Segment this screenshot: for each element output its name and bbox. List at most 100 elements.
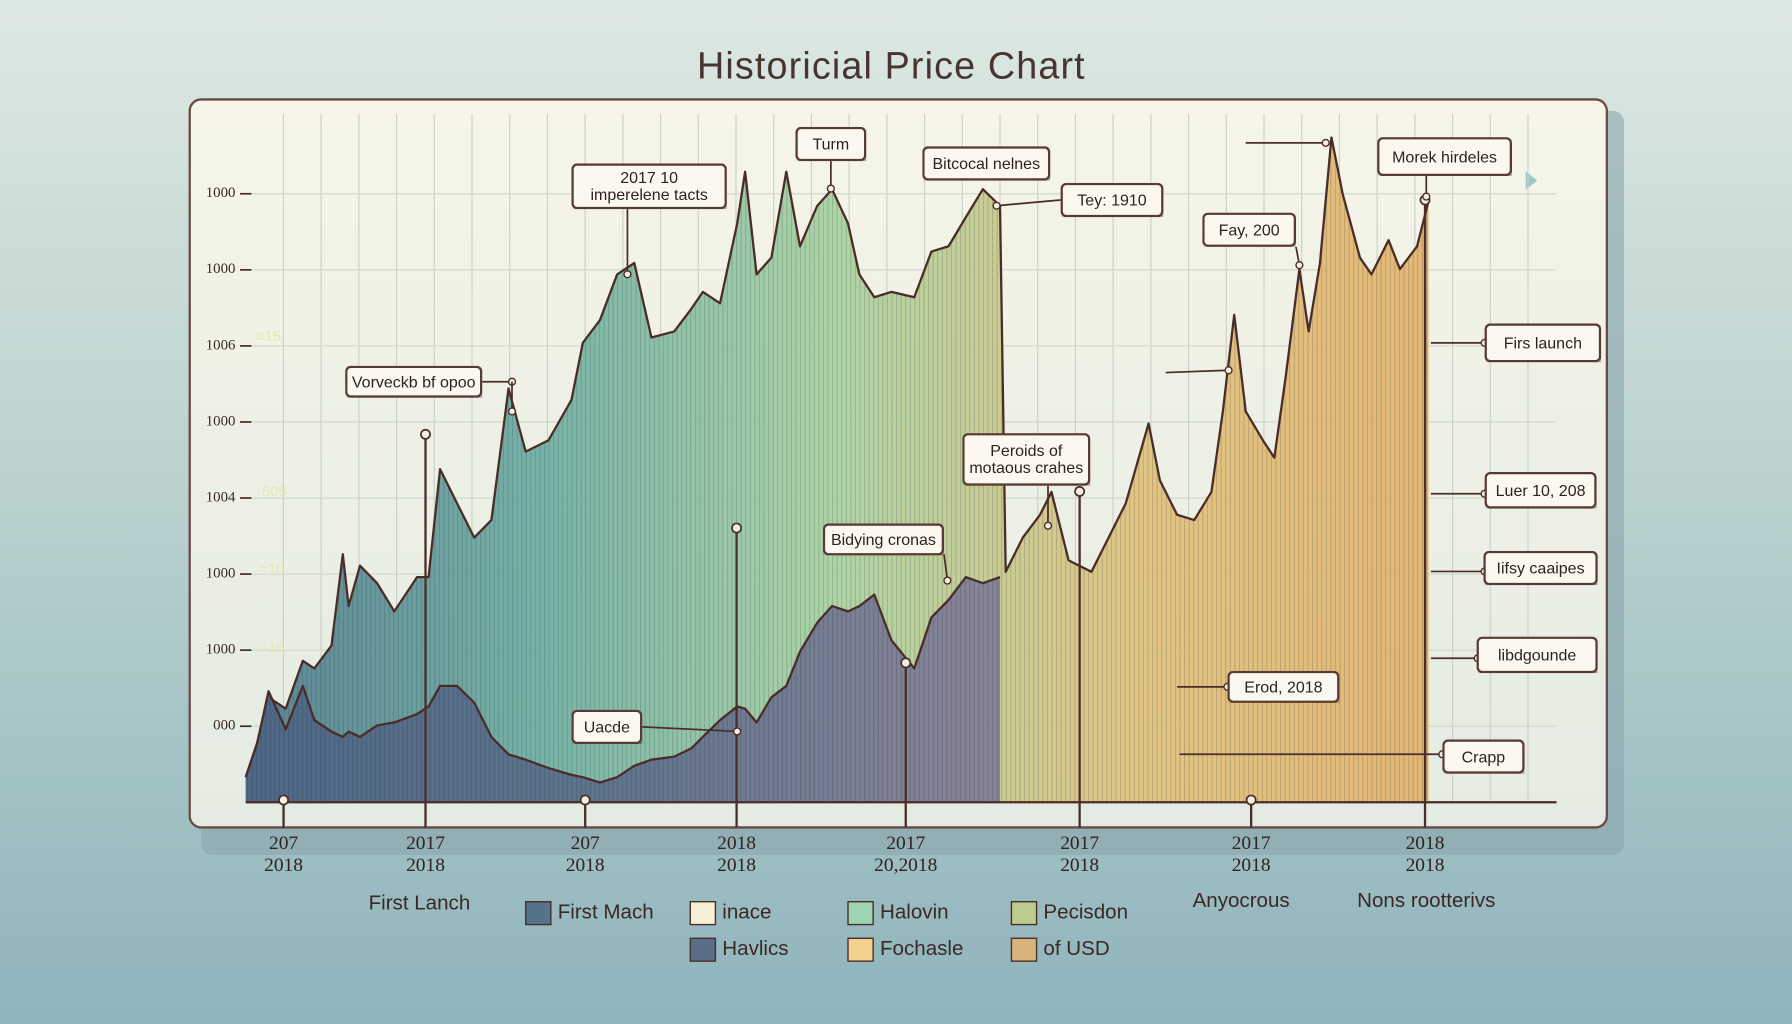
leader-dot <box>1422 192 1431 201</box>
leader-line <box>943 554 949 581</box>
x-tick-dot <box>579 794 591 806</box>
legend-swatch <box>1010 901 1038 926</box>
leader-line <box>642 726 738 733</box>
annotation-box: Bitcocal nelnes <box>922 146 1051 181</box>
annotation-box: Vorveckb bf opoo <box>345 365 483 398</box>
annotation: Bitcocal nelnes <box>922 146 1051 181</box>
annotation: Erod, 2018 <box>1227 670 1340 703</box>
y-tick-label: 1000 <box>206 413 236 429</box>
footer-label: First Lanch <box>369 891 471 914</box>
leader-dot <box>507 407 517 416</box>
annotation-box: Crapp <box>1442 739 1525 774</box>
x-tick-label-box: 2017 2018 <box>1060 832 1100 876</box>
x-tick-label-box: 207 2018 <box>264 832 303 876</box>
x-tick-label: 2017 2018 <box>406 832 445 876</box>
x-tick-dot <box>731 522 743 534</box>
x-tick-label-box: 2017 20,2018 <box>874 832 938 876</box>
side-label: ≈15 <box>260 640 285 656</box>
annotation: Bidying cronas <box>822 523 944 556</box>
legend-label: Pecisdon <box>1043 901 1128 924</box>
legend-label: First Mach <box>558 901 654 924</box>
x-tick-dot <box>1074 485 1086 497</box>
x-tick-dot <box>1245 794 1257 806</box>
leader-dot <box>1321 138 1330 147</box>
annotation-box: Morek hirdeles <box>1377 137 1512 176</box>
x-tick-label: 2017 20,2018 <box>874 832 938 876</box>
x-tick-dot <box>900 657 912 669</box>
annotation-box: Firs launch <box>1484 323 1602 363</box>
x-tick-label-box: 2017 2018 <box>406 832 445 876</box>
leader-dot <box>623 270 632 279</box>
chart-title: Historicial Price Chart <box>697 45 1086 87</box>
leader-dot <box>1295 261 1304 270</box>
annotation: 2017 10 imperelene tacts <box>571 163 727 210</box>
y-tick-label: 1004 <box>206 489 236 505</box>
annotation-box: Uacde <box>571 709 643 744</box>
annotation: Morek hirdeles <box>1377 137 1512 176</box>
y-tick-label: 1000 <box>206 642 236 658</box>
footer-label: Nons rootterivs <box>1357 889 1495 912</box>
y-tick-label: 000 <box>213 718 235 734</box>
x-tick-label-box: 2018 2018 <box>1405 832 1445 876</box>
legend-swatch <box>689 901 717 926</box>
x-tick-label-box: 207 2018 <box>565 832 605 876</box>
annotation: Firs launch <box>1484 323 1602 363</box>
x-tick-label: 2017 2018 <box>1060 832 1100 876</box>
legend-label: Fochasle <box>880 937 963 960</box>
x-tick-label-box: 2018 2018 <box>717 832 757 876</box>
annotation: libdgounde <box>1476 636 1598 674</box>
legend-swatch <box>847 901 874 926</box>
legend-label: inace <box>722 901 771 924</box>
y-tick-label: 1000 <box>206 261 236 277</box>
y-tick-label: 1006 <box>206 337 236 353</box>
annotation-box: Bidying cronas <box>822 523 944 556</box>
annotation-box: Luer 10, 208 <box>1484 472 1597 509</box>
x-tick-label: 207 2018 <box>565 832 605 876</box>
footer-label: Anyocrous <box>1193 889 1290 912</box>
leader-dot <box>943 576 952 585</box>
annotation: Uacde <box>571 709 643 744</box>
leader-dot <box>1043 521 1053 530</box>
y-tick-label: 1000 <box>206 185 236 201</box>
legend-label: of USD <box>1043 937 1109 960</box>
legend-label: Havlics <box>722 937 788 960</box>
annotation-box: Peroids of motaous crahes <box>962 433 1091 486</box>
x-tick-label: 2018 2018 <box>1405 832 1445 876</box>
annotation-box: Tey: 1910 <box>1060 182 1164 218</box>
legend-swatch <box>689 937 717 962</box>
annotation-box: Fay, 200 <box>1202 212 1296 247</box>
side-label: ≈10 <box>260 562 285 578</box>
x-tick-dot <box>278 794 289 806</box>
legend-swatch <box>1010 937 1038 962</box>
leader-line <box>1165 369 1229 374</box>
annotation-box: Iifsy caaipes <box>1483 550 1598 586</box>
side-label: 505 <box>262 484 287 500</box>
side-label: ≡15 <box>256 329 281 345</box>
line <box>244 136 1430 778</box>
legend-swatch <box>847 937 874 962</box>
x-tick-label: 2018 2018 <box>717 832 757 876</box>
leader-dot <box>992 201 1001 210</box>
annotation-box: Turm <box>795 126 867 162</box>
x-tick-label: 207 2018 <box>264 832 303 876</box>
annotation-box: Erod, 2018 <box>1227 670 1340 703</box>
annotation: Tey: 1910 <box>1060 182 1164 218</box>
leader-line <box>996 199 1061 207</box>
annotation-box: libdgounde <box>1476 636 1598 674</box>
annotation: Luer 10, 208 <box>1484 472 1597 509</box>
x-tick-label: 2017 2018 <box>1231 832 1271 876</box>
annotation: Turm <box>795 126 867 162</box>
annotation: Crapp <box>1442 739 1525 774</box>
annotation: Iifsy caaipes <box>1483 550 1598 586</box>
leader-dot <box>1224 366 1233 375</box>
annotation: Fay, 200 <box>1202 212 1296 247</box>
x-tick-dot <box>420 428 431 440</box>
annotation: Vorveckb bf opoo <box>345 365 483 398</box>
annotation-box: 2017 10 imperelene tacts <box>571 163 727 210</box>
y-tick-label: 1000 <box>206 566 236 582</box>
area-texture <box>245 137 1429 803</box>
leader-dot <box>733 727 742 736</box>
x-tick-label-box: 2017 2018 <box>1231 832 1271 876</box>
leader-dot <box>826 184 835 193</box>
